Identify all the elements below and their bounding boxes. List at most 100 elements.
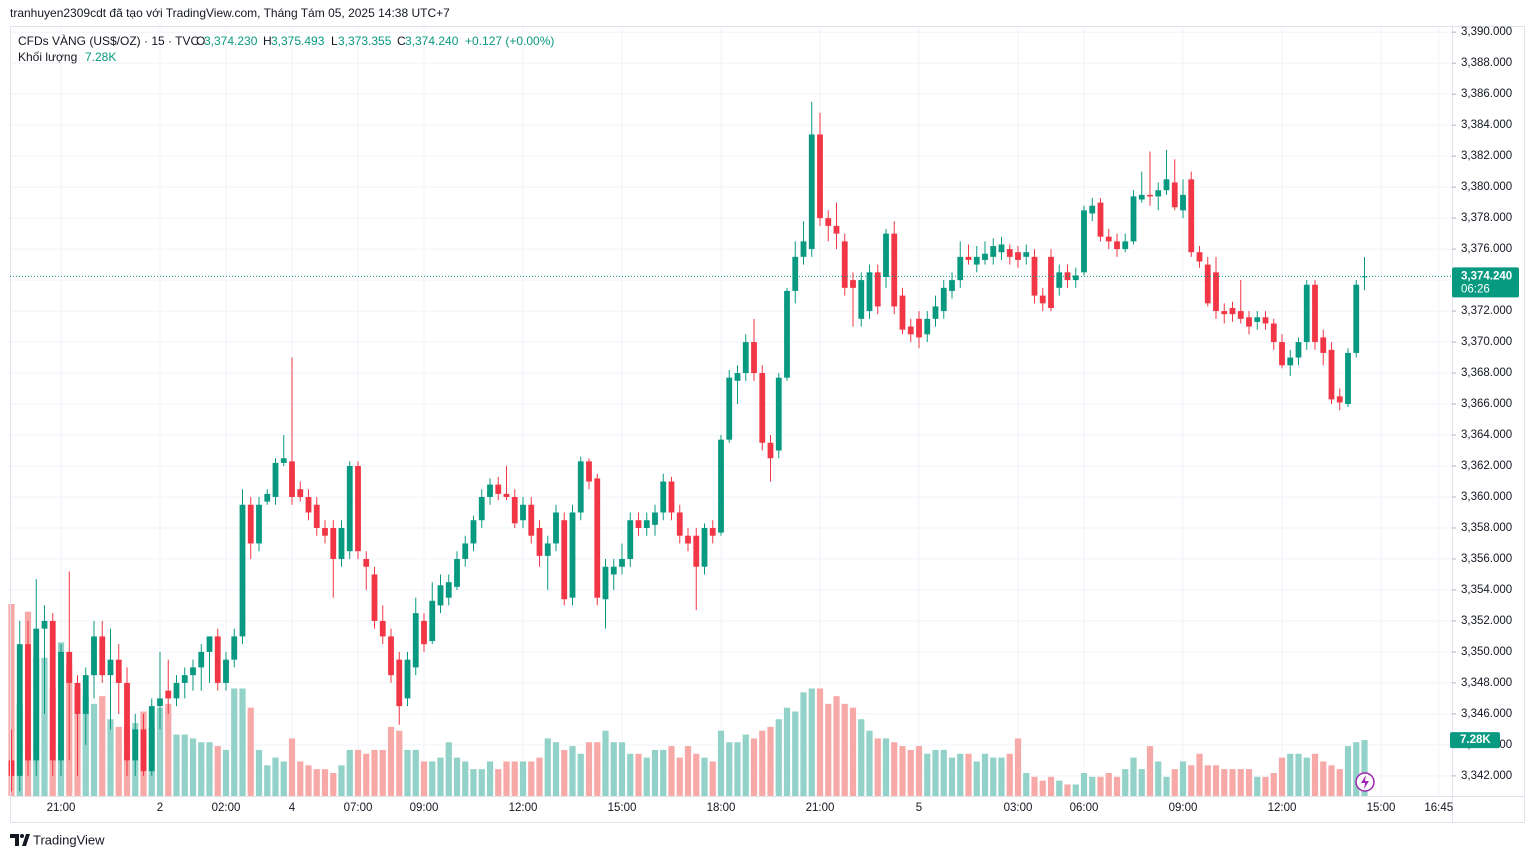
candle-body — [528, 504, 535, 536]
candle-body — [74, 682, 81, 714]
candle-body — [1056, 272, 1063, 288]
candle-body — [891, 233, 898, 307]
candle-body — [1204, 264, 1211, 304]
y-tick-label: 3,372.000 — [1461, 305, 1512, 317]
change: +0.127 (+0.00%) — [465, 34, 554, 48]
symbol: CFDs VÀNG (US$/OZ) · 15 · TVC — [18, 33, 199, 48]
candle-body — [586, 461, 592, 482]
volume-bar — [1361, 740, 1368, 796]
candle-body — [511, 496, 518, 524]
volume-bar — [82, 696, 89, 796]
candle-body — [1188, 179, 1195, 253]
volume-bar — [363, 753, 370, 796]
candle-body — [346, 466, 353, 552]
candle-body — [784, 290, 790, 378]
brand-logo — [10, 834, 30, 846]
candle-body — [858, 280, 865, 319]
x-tick-label: 21:00 — [47, 802, 76, 814]
candle-body — [619, 558, 625, 567]
volume-bar — [214, 746, 221, 796]
candle-body — [841, 241, 848, 288]
volume-bar — [1320, 761, 1327, 796]
volume-bar — [528, 761, 535, 796]
ohlc-value: 3,375.493 — [271, 34, 325, 48]
candle-body — [231, 636, 238, 660]
candle-body — [957, 256, 964, 281]
y-tick-label: 3,348.000 — [1461, 677, 1512, 689]
candle-body — [1023, 252, 1030, 257]
candle-body — [1072, 275, 1079, 281]
alert-icon[interactable] — [1355, 772, 1375, 792]
candle-body — [759, 373, 766, 443]
candle-body — [627, 520, 634, 559]
candle-body — [313, 504, 320, 528]
candle-body — [8, 760, 15, 776]
candle-body — [1039, 295, 1046, 304]
candle-body — [1312, 284, 1318, 343]
candle-body — [1006, 249, 1013, 257]
volume-bar — [511, 761, 518, 796]
ohlc-value: 3,373.355 — [338, 34, 392, 48]
candle-body — [1015, 252, 1021, 260]
candle-body — [643, 520, 650, 528]
candle-body — [1213, 272, 1219, 312]
candle-body — [718, 439, 724, 533]
countdown: 06:26 — [1461, 283, 1490, 295]
candle-body — [652, 512, 658, 525]
candle-body — [742, 342, 749, 374]
candle-body — [635, 520, 642, 528]
candle-body — [775, 377, 782, 451]
candle-body — [1336, 396, 1343, 403]
candle-body — [66, 651, 73, 683]
y-tick-label: 3,378.000 — [1461, 212, 1512, 224]
volume-bar — [1146, 746, 1154, 796]
candle-body — [1254, 317, 1261, 322]
volume-bar — [206, 742, 213, 796]
y-tick-label: 3,364.000 — [1461, 429, 1512, 441]
volume-bar — [495, 769, 502, 796]
volume-bar — [635, 753, 642, 796]
volume-bar — [858, 719, 865, 796]
volume-bar — [396, 730, 403, 796]
volume-bar — [1155, 761, 1162, 796]
x-tick-label: 09:00 — [1169, 802, 1198, 814]
candle-body — [190, 667, 196, 676]
candle-body — [1155, 190, 1162, 197]
volume-bar — [8, 604, 15, 796]
logo-dot — [20, 834, 24, 838]
volume-bar — [684, 746, 692, 796]
volume-bar — [552, 742, 560, 796]
volume-bar — [156, 707, 164, 796]
volume-bar — [544, 738, 551, 796]
candle-body — [41, 620, 48, 629]
candle-body — [1064, 272, 1071, 281]
candle-body — [610, 566, 617, 575]
volume-bar — [965, 753, 972, 796]
volume-bar — [1221, 769, 1228, 796]
volume-bar — [478, 769, 485, 796]
candle-body — [206, 636, 213, 652]
candle-body — [916, 318, 922, 338]
y-tick-label: 3,376.000 — [1461, 243, 1512, 255]
volume-bar — [486, 761, 494, 796]
volume-bar — [701, 757, 708, 796]
candle-layer — [8, 101, 1368, 792]
candle-body — [388, 636, 394, 676]
y-tick-label: 3,380.000 — [1461, 181, 1512, 193]
volume-bar — [742, 734, 749, 796]
y-tick-label: 3,350.000 — [1461, 646, 1512, 658]
volume-bar — [330, 772, 337, 796]
candle-body — [363, 558, 370, 567]
volume-bar — [1006, 753, 1013, 796]
candle-body — [404, 659, 411, 699]
candle-body — [82, 675, 89, 714]
candle-body — [223, 659, 229, 683]
candle-body — [1122, 241, 1129, 250]
y-tick-label: 3,388.000 — [1461, 57, 1512, 69]
candle-body — [899, 295, 906, 330]
volume-bar — [1039, 780, 1046, 796]
candle-body — [883, 233, 889, 277]
volume-bar — [907, 749, 914, 796]
candle-body — [602, 566, 609, 600]
volume-bar — [825, 703, 832, 796]
